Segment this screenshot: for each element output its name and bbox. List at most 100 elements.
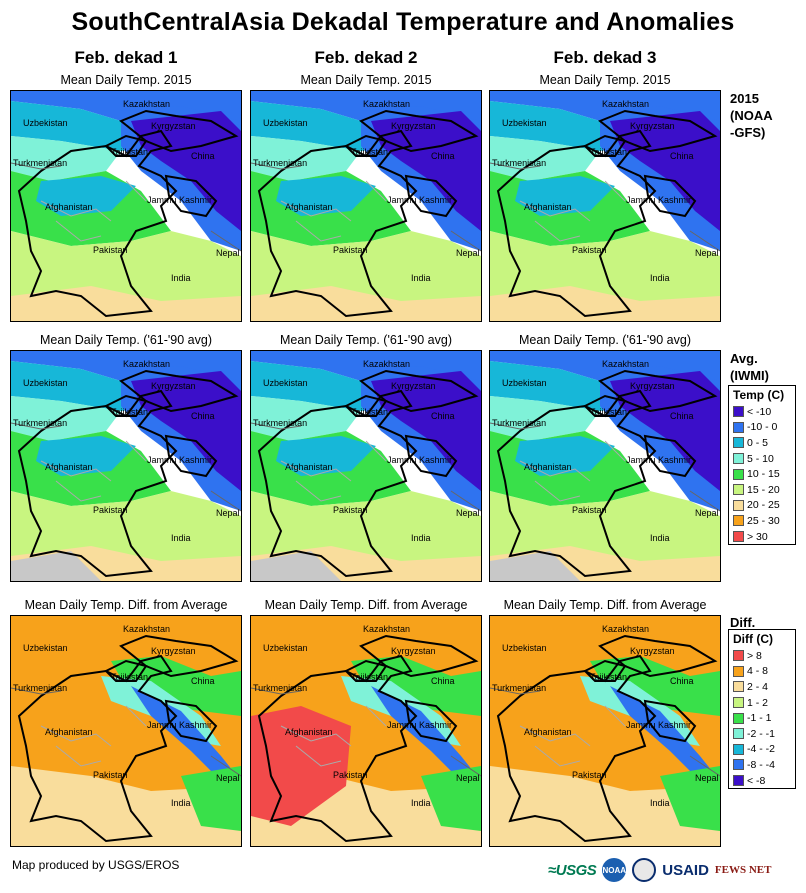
- map-label-tajikistan: Tajikistan: [111, 147, 148, 157]
- map-label-tajikistan: Tajikistan: [590, 147, 627, 157]
- pakistan-afghanistan-border: [257, 654, 418, 843]
- map-label-jammu-kashmir: Jammu Kashmir: [626, 720, 691, 730]
- tajikistan-border: [104, 659, 148, 682]
- country-lines: [251, 687, 481, 777]
- map-label-india: India: [171, 798, 191, 808]
- map-label-turkmenistan: Turkmenistan: [253, 158, 307, 168]
- legend-label: 0 - 5: [747, 436, 769, 449]
- map-label-kazakhstan: Kazakhstan: [363, 99, 410, 109]
- kyrgyzstan-border: [598, 109, 718, 153]
- map-label-china: China: [431, 151, 455, 161]
- map-label-turkmenistan: Turkmenistan: [13, 158, 67, 168]
- tajikistan-border: [344, 659, 388, 682]
- kashmir-border: [164, 699, 218, 743]
- kyrgyzstan-border: [119, 369, 239, 413]
- map-label-nepal: Nepal: [216, 773, 240, 783]
- map-label-jammu-kashmir: Jammu Kashmir: [147, 455, 212, 465]
- legend-label: < -8: [747, 774, 766, 787]
- climate-zone: [515, 436, 615, 476]
- panel-title-r3c2: Mean Daily Temp. Diff. from Average: [264, 598, 468, 612]
- credit-text: Map produced by USGS/EROS: [12, 858, 180, 872]
- temp-legend: Temp (C) < -10 -10 - 0 0 - 5 5 - 10 10 - 15 1…: [728, 385, 796, 546]
- province-lines: [40, 440, 147, 502]
- map-label-pakistan: Pakistan: [333, 770, 368, 780]
- country-lines: [251, 422, 481, 512]
- map-canvas: Kazakhstan Uzbekistan Kyrgyzstan Turkmenist…: [490, 616, 720, 846]
- map-label-india: India: [650, 533, 670, 543]
- map-canvas: Kazakhstan Uzbekistan Kyrgyzstan Turkmenist…: [251, 91, 481, 321]
- map-label-tajikistan: Tajikistan: [111, 407, 148, 417]
- map-label-turkmenistan: Turkmenistan: [492, 683, 546, 693]
- map-label-china: China: [670, 676, 694, 686]
- map-label-india: India: [411, 273, 431, 283]
- temp-legend-item: 0 - 5: [729, 435, 795, 451]
- legend-swatch: [733, 665, 744, 677]
- temp-legend-title: Temp (C): [733, 388, 785, 402]
- legend-swatch: [733, 515, 744, 527]
- map-label-uzbekistan: Uzbekistan: [23, 643, 68, 653]
- map-label-tajikistan: Tajikistan: [590, 407, 627, 417]
- map-label-pakistan: Pakistan: [572, 770, 607, 780]
- legend-label: > 30: [747, 530, 768, 543]
- map-label-nepal: Nepal: [695, 508, 719, 518]
- kashmir-border: [643, 699, 697, 743]
- climate-zone: [421, 766, 481, 831]
- panel-title-r3c1: Mean Daily Temp. Diff. from Average: [24, 598, 228, 612]
- map-label-pakistan: Pakistan: [333, 245, 368, 255]
- map-label-kyrgyzstan: Kyrgyzstan: [151, 381, 196, 391]
- panel-title-r2c2: Mean Daily Temp. ('61-'90 avg): [280, 333, 452, 347]
- legend-label: 2 - 4: [747, 680, 769, 693]
- kashmir-border: [164, 434, 218, 478]
- map-canvas: Kazakhstan Uzbekistan Kyrgyzstan Turkmenist…: [11, 616, 241, 846]
- kashmir-border: [404, 174, 458, 218]
- legend-swatch: [733, 681, 744, 693]
- climate-zone: [11, 286, 241, 321]
- map-label-uzbekistan: Uzbekistan: [263, 643, 308, 653]
- map-label-turkmenistan: Turkmenistan: [13, 683, 67, 693]
- province-lines: [519, 440, 626, 502]
- diff-legend-title: Diff (C): [733, 632, 773, 646]
- page-title: SouthCentralAsia Dekadal Temperature and…: [71, 8, 735, 36]
- legend-swatch: [733, 531, 744, 543]
- map-label-tajikistan: Tajikistan: [351, 407, 388, 417]
- map-label-afghanistan: Afghanistan: [45, 727, 93, 737]
- legend-swatch: [733, 759, 744, 771]
- kyrgyzstan-border: [119, 109, 239, 153]
- side-label-2015-line3: -GFS): [730, 125, 766, 140]
- legend-swatch: [733, 650, 744, 662]
- map-label-tajikistan: Tajikistan: [351, 147, 388, 157]
- map-label-kazakhstan: Kazakhstan: [123, 359, 170, 369]
- map-label-afghanistan: Afghanistan: [45, 462, 93, 472]
- map-label-afghanistan: Afghanistan: [285, 202, 333, 212]
- climate-zone: [181, 766, 241, 831]
- map-r1c1: Kazakhstan Uzbekistan Kyrgyzstan Turkmenist…: [10, 90, 242, 322]
- side-label-avg-line1: Avg.: [730, 351, 758, 366]
- map-label-turkmenistan: Turkmenistan: [492, 158, 546, 168]
- map-label-nepal: Nepal: [456, 773, 480, 783]
- province-lines: [40, 180, 147, 242]
- legend-label: < -10: [747, 405, 772, 418]
- no-data-region: [11, 551, 101, 581]
- map-label-uzbekistan: Uzbekistan: [263, 118, 308, 128]
- diff-legend-item: 4 - 8: [729, 664, 795, 680]
- country-lines: [11, 162, 241, 252]
- map-label-india: India: [171, 273, 191, 283]
- column-header-dekad-2: Feb. dekad 2: [314, 48, 418, 67]
- panel-title-r3c3: Mean Daily Temp. Diff. from Average: [503, 598, 707, 612]
- legend-label: 5 - 10: [747, 452, 774, 465]
- climate-zone: [131, 111, 241, 231]
- map-label-china: China: [670, 151, 694, 161]
- map-label-jammu-kashmir: Jammu Kashmir: [147, 195, 212, 205]
- map-label-jammu-kashmir: Jammu Kashmir: [626, 195, 691, 205]
- pakistan-afghanistan-border: [17, 129, 178, 318]
- legend-label: -4 - -2: [747, 743, 776, 756]
- map-label-nepal: Nepal: [216, 248, 240, 258]
- temp-legend-item: 25 - 30: [729, 513, 795, 529]
- pakistan-afghanistan-border: [496, 654, 657, 843]
- legend-label: -2 - -1: [747, 727, 776, 740]
- usgs-logo: ≈USGS: [548, 861, 597, 879]
- map-label-china: China: [431, 676, 455, 686]
- side-label-avg-line2: (IWMI): [730, 368, 769, 383]
- map-label-pakistan: Pakistan: [93, 770, 128, 780]
- diff-legend-item: -4 - -2: [729, 742, 795, 758]
